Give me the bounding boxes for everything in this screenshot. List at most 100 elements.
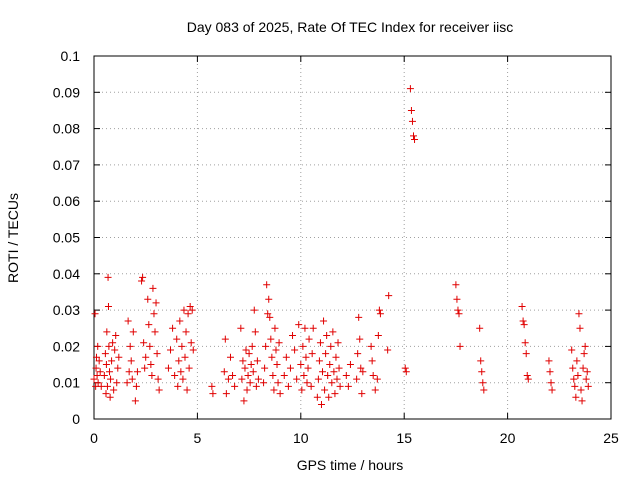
data-point bbox=[231, 382, 239, 390]
data-point bbox=[280, 371, 288, 379]
data-point bbox=[188, 306, 196, 314]
data-point bbox=[282, 353, 290, 361]
data-point bbox=[244, 371, 252, 379]
data-point bbox=[243, 386, 251, 394]
data-point bbox=[273, 361, 281, 369]
data-point bbox=[407, 106, 415, 114]
data-point bbox=[103, 382, 111, 390]
data-point bbox=[297, 361, 305, 369]
data-point bbox=[266, 313, 274, 321]
data-point bbox=[241, 364, 249, 372]
data-point bbox=[456, 342, 464, 350]
data-point bbox=[229, 371, 237, 379]
data-point bbox=[371, 386, 379, 394]
x-axis-title: GPS time / hours bbox=[297, 457, 404, 473]
data-point bbox=[453, 295, 461, 303]
data-point bbox=[578, 397, 586, 405]
data-point bbox=[252, 382, 260, 390]
data-point bbox=[289, 332, 297, 340]
data-point bbox=[226, 353, 234, 361]
data-point bbox=[346, 361, 354, 369]
data-point bbox=[97, 382, 105, 390]
data-point bbox=[546, 368, 554, 376]
data-point bbox=[353, 375, 361, 383]
data-point bbox=[139, 273, 147, 281]
data-point bbox=[92, 364, 100, 372]
data-point bbox=[568, 346, 576, 354]
data-point bbox=[106, 368, 114, 376]
data-point bbox=[291, 346, 299, 354]
data-point bbox=[324, 371, 332, 379]
data-point bbox=[110, 386, 118, 394]
data-point bbox=[406, 85, 414, 93]
data-point bbox=[248, 342, 256, 350]
data-point bbox=[178, 342, 186, 350]
data-point bbox=[522, 350, 530, 358]
data-point bbox=[328, 379, 336, 387]
data-point bbox=[369, 371, 377, 379]
data-point bbox=[384, 346, 392, 354]
x-tick-label: 5 bbox=[194, 430, 202, 446]
data-point bbox=[410, 132, 418, 140]
data-point bbox=[359, 368, 367, 376]
data-point bbox=[174, 382, 182, 390]
data-point bbox=[149, 284, 157, 292]
data-point bbox=[129, 328, 137, 336]
data-point bbox=[247, 361, 255, 369]
data-point bbox=[220, 368, 228, 376]
data-point bbox=[177, 368, 185, 376]
data-point bbox=[100, 371, 108, 379]
data-point bbox=[519, 317, 527, 325]
data-point bbox=[368, 357, 376, 365]
data-point bbox=[524, 375, 532, 383]
data-point bbox=[209, 390, 217, 398]
data-point bbox=[152, 299, 160, 307]
data-point bbox=[284, 382, 292, 390]
data-point bbox=[580, 350, 588, 358]
data-point bbox=[385, 292, 393, 300]
data-point bbox=[376, 310, 384, 318]
data-point bbox=[330, 368, 338, 376]
data-point bbox=[579, 364, 587, 372]
data-point bbox=[153, 350, 161, 358]
data-point bbox=[131, 397, 139, 405]
x-tick-label: 25 bbox=[603, 430, 619, 446]
data-point bbox=[479, 379, 487, 387]
x-tick-labels: 0 5 10 15 20 25 bbox=[90, 430, 619, 446]
data-point bbox=[169, 324, 177, 332]
data-point bbox=[167, 346, 175, 354]
data-point bbox=[316, 339, 324, 347]
data-point bbox=[112, 332, 120, 340]
data-point bbox=[334, 339, 342, 347]
y-axis-title: ROTI / TECUs bbox=[5, 193, 21, 283]
data-point bbox=[286, 364, 294, 372]
data-point bbox=[547, 379, 555, 387]
data-point bbox=[267, 335, 275, 343]
data-point bbox=[411, 135, 419, 143]
data-point bbox=[476, 324, 484, 332]
data-point bbox=[175, 357, 183, 365]
data-point bbox=[454, 306, 462, 314]
data-point bbox=[331, 390, 339, 398]
data-point bbox=[240, 397, 248, 405]
data-point bbox=[106, 393, 114, 401]
data-point bbox=[329, 328, 337, 336]
data-point bbox=[90, 375, 98, 383]
data-point bbox=[401, 364, 409, 372]
data-point bbox=[581, 342, 589, 350]
data-point bbox=[180, 306, 188, 314]
data-point bbox=[164, 364, 172, 372]
y-tick-label: 0.08 bbox=[53, 121, 80, 137]
data-point bbox=[148, 371, 156, 379]
data-point bbox=[102, 361, 110, 369]
grid-lines bbox=[94, 56, 611, 419]
data-point bbox=[183, 386, 191, 394]
data-point bbox=[250, 306, 258, 314]
data-point bbox=[582, 375, 590, 383]
data-point bbox=[104, 302, 112, 310]
data-point bbox=[367, 342, 375, 350]
data-point bbox=[93, 371, 101, 379]
data-point bbox=[270, 386, 278, 394]
data-point bbox=[305, 335, 313, 343]
y-tick-label: 0.02 bbox=[53, 338, 80, 354]
